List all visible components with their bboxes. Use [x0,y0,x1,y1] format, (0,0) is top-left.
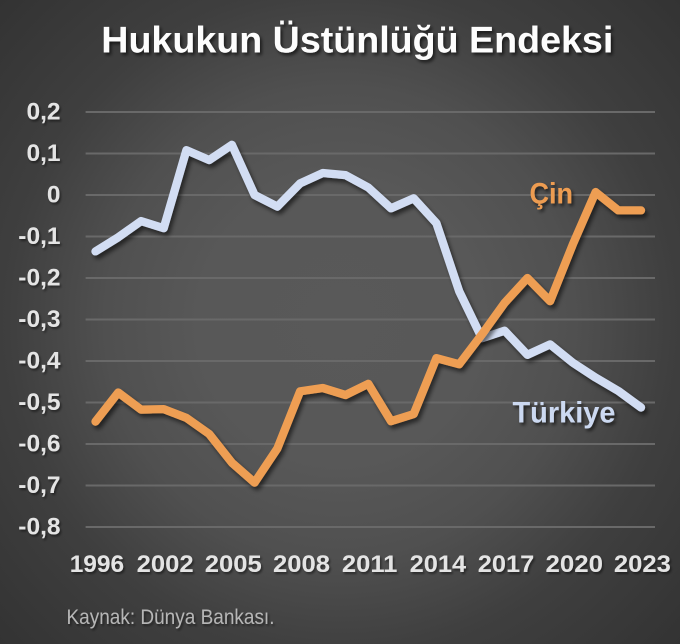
svg-text:-0,7: -0,7 [18,472,60,499]
svg-text:0,1: 0,1 [26,140,60,167]
svg-text:-0,4: -0,4 [18,347,61,374]
svg-text:2011: 2011 [342,551,398,578]
svg-text:2017: 2017 [478,551,535,578]
svg-text:1996: 1996 [70,551,125,578]
svg-text:2005: 2005 [205,551,262,578]
svg-text:-0,3: -0,3 [18,306,60,333]
svg-text:Türkiye: Türkiye [513,397,616,430]
svg-text:2008: 2008 [273,551,330,578]
svg-text:0,2: 0,2 [26,98,60,125]
svg-text:2020: 2020 [546,551,604,578]
svg-text:-0,6: -0,6 [18,430,60,457]
svg-text:-0,2: -0,2 [18,264,60,291]
svg-text:-0,5: -0,5 [18,389,60,416]
svg-text:2023: 2023 [614,551,671,578]
svg-text:Hukukun Üstünlüğü Endeksi: Hukukun Üstünlüğü Endeksi [101,19,613,60]
svg-text:-0,1: -0,1 [18,223,60,250]
svg-text:Kaynak: Dünya Bankası.: Kaynak: Dünya Bankası. [67,605,275,629]
svg-text:-0,8: -0,8 [18,513,60,540]
svg-text:0: 0 [47,181,61,208]
svg-text:2014: 2014 [410,551,467,578]
svg-text:2002: 2002 [137,551,194,578]
svg-text:Çin: Çin [530,177,574,210]
